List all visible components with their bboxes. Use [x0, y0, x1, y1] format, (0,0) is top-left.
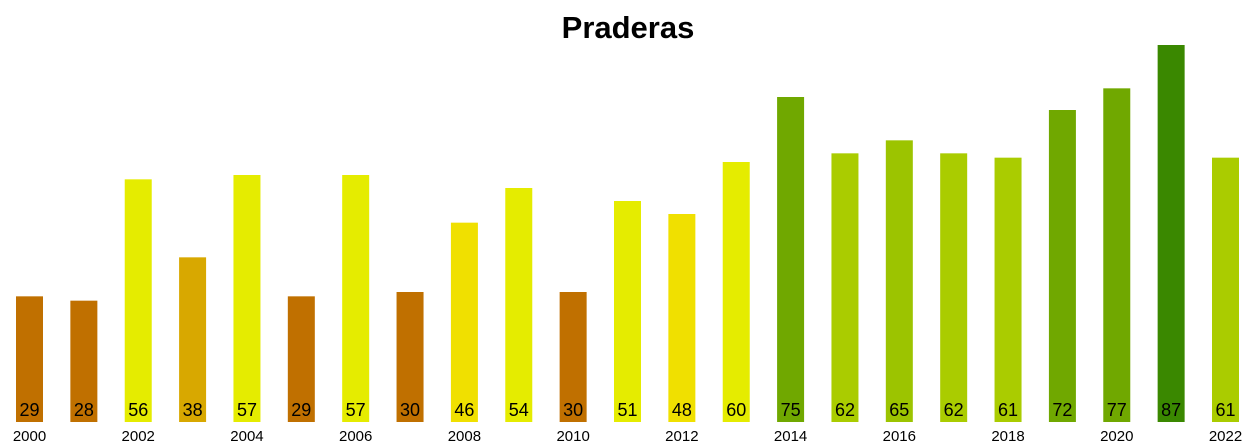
bar [994, 157, 1022, 422]
bar [16, 296, 43, 422]
bar [885, 140, 913, 423]
value-label: 61 [998, 400, 1018, 420]
bar [940, 153, 968, 423]
value-label: 57 [237, 400, 257, 420]
x-tick-label: 2002 [122, 428, 155, 445]
bar [179, 257, 207, 422]
bar [614, 201, 641, 422]
value-label: 48 [672, 400, 692, 420]
value-label: 51 [617, 400, 637, 420]
bar [777, 97, 805, 422]
bar [831, 153, 859, 423]
x-tick-label: 2014 [774, 428, 807, 445]
value-label: 29 [19, 400, 39, 420]
value-label: 28 [74, 400, 94, 420]
x-tick-label: 2012 [665, 428, 698, 445]
bar [1048, 110, 1076, 422]
bar [1157, 45, 1185, 422]
value-label: 57 [346, 400, 366, 420]
value-label: 38 [183, 400, 203, 420]
bar [287, 296, 315, 422]
bar [505, 188, 533, 422]
value-label: 72 [1052, 400, 1072, 420]
bar [233, 175, 261, 422]
bar [668, 214, 696, 422]
x-tick-label: 2022 [1209, 428, 1242, 445]
bar [124, 179, 152, 422]
chart-title: Praderas [562, 10, 695, 45]
value-label: 61 [1215, 400, 1235, 420]
x-tick-label: 2004 [230, 428, 263, 445]
value-label: 75 [781, 400, 801, 420]
value-label: 62 [835, 400, 855, 420]
bar [450, 222, 478, 422]
value-label: 56 [128, 400, 148, 420]
value-label: 87 [1161, 400, 1181, 420]
x-tick-label: 2000 [13, 428, 46, 445]
value-label: 77 [1107, 400, 1127, 420]
value-label: 30 [400, 400, 420, 420]
x-tick-label: 2008 [448, 428, 481, 445]
value-label: 29 [291, 400, 311, 420]
x-tick-label: 2006 [339, 428, 372, 445]
bar [396, 292, 424, 422]
bar [342, 175, 370, 422]
bar [70, 300, 98, 422]
bar [559, 292, 587, 422]
x-tick-label: 2020 [1100, 428, 1133, 445]
x-tick-label: 2018 [991, 428, 1024, 445]
value-label: 30 [563, 400, 583, 420]
value-label: 60 [726, 400, 746, 420]
bar [1103, 88, 1131, 422]
value-label: 54 [509, 400, 529, 420]
value-label: 62 [944, 400, 964, 420]
bar [1212, 157, 1239, 422]
value-label: 46 [454, 400, 474, 420]
bar [722, 162, 750, 422]
x-tick-label: 2010 [556, 428, 589, 445]
value-label: 65 [889, 400, 909, 420]
x-tick-label: 2016 [883, 428, 916, 445]
